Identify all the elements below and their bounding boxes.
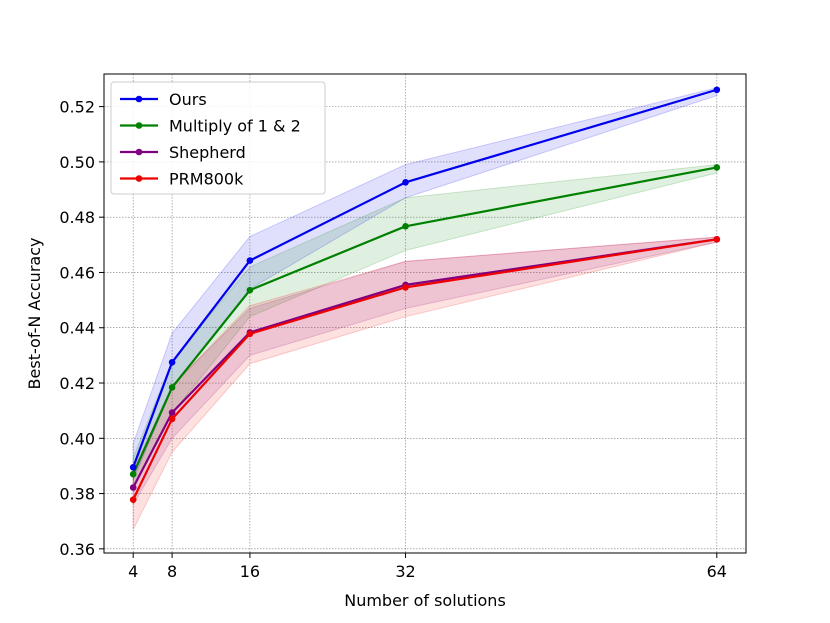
point-ours [402, 179, 409, 186]
x-tick-label: 8 [167, 562, 177, 581]
legend: Ours Multiply of 1 & 2 Shepherd PRM800k [110, 81, 326, 195]
x-axis-label: Number of solutions [344, 591, 506, 610]
point-shepherd [168, 409, 176, 416]
legend-label-ours: Ours [169, 90, 207, 109]
legend-marker-ours [135, 95, 143, 103]
plot-frame [103, 73, 747, 554]
point-ours [129, 464, 137, 471]
point-prm800k [246, 330, 254, 338]
point-shepherd [129, 484, 137, 491]
point-multiply-of-1-2 [402, 222, 409, 230]
point-ours [168, 358, 176, 366]
x-tick-label: 64 [707, 562, 727, 581]
legend-label-shepherd: Shepherd [169, 143, 246, 162]
series-points [129, 86, 721, 503]
y-tick-label: 0.44 [59, 319, 95, 338]
point-prm800k [129, 496, 137, 503]
point-prm800k [713, 235, 721, 243]
y-axis-label: Best-of-N Accuracy [25, 238, 44, 390]
legend-marker-multiply-of-1-2 [135, 122, 143, 129]
legend-marker-shepherd [135, 148, 143, 156]
y-tick-label: 0.38 [59, 485, 95, 504]
legend-label-multiply-of-1-2: Multiply of 1 & 2 [169, 117, 301, 136]
y-tick-label: 0.50 [59, 153, 95, 172]
y-tick-label: 0.42 [59, 374, 95, 393]
point-multiply-of-1-2 [713, 164, 721, 171]
legend-marker-prm800k [135, 175, 143, 182]
x-tick-label: 16 [240, 562, 260, 581]
y-tick-label: 0.36 [59, 540, 95, 559]
grid [104, 74, 746, 553]
x-tick-label: 32 [395, 562, 415, 581]
point-prm800k [402, 284, 409, 291]
axis-ticks: 4 8 16 32 64 0.36 0.38 0.40 0.42 0.44 0.46 0.48 0.50… [59, 98, 727, 581]
point-prm800k [168, 415, 176, 423]
point-multiply-of-1-2 [246, 286, 254, 294]
x-tick-label: 4 [128, 562, 138, 581]
point-ours [713, 86, 721, 94]
y-tick-label: 0.52 [59, 98, 95, 117]
y-tick-label: 0.48 [59, 208, 95, 227]
point-multiply-of-1-2 [168, 384, 176, 391]
y-tick-label: 0.46 [59, 263, 95, 282]
legend-label-prm800k: PRM800k [169, 170, 244, 189]
y-tick-label: 0.40 [59, 429, 95, 448]
point-ours [246, 257, 254, 264]
point-multiply-of-1-2 [129, 470, 137, 478]
legend-box [110, 81, 326, 195]
